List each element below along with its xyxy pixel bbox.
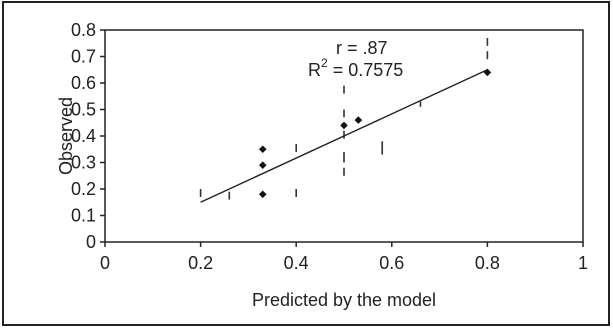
y-tick-label: 0.3 (71, 153, 96, 173)
r-annotation: r = .87 (336, 38, 388, 58)
x-tick-label: 0 (100, 253, 110, 273)
r2-value: = 0.7575 (328, 60, 404, 80)
x-axis-label: Predicted by the model (252, 290, 436, 310)
y-tick-label: 0.4 (71, 126, 96, 146)
axis-ticks: 0 0.1 0.2 0.3 0.4 0.5 0.6 0.7 0.8 0 0.2 0.4 0.6 0.8 1 (71, 20, 588, 273)
r2-exponent: 2 (321, 56, 328, 70)
r2-symbol: R (308, 60, 321, 80)
regression-line-group (200, 69, 488, 203)
error-bars (199, 37, 489, 200)
regression-line (200, 69, 488, 203)
data-point (354, 116, 363, 124)
x-tick-label: 0.6 (379, 253, 404, 273)
x-tick-label: 0.2 (188, 253, 213, 273)
data-point (258, 145, 267, 154)
y-tick-label: 0.8 (71, 20, 96, 40)
x-tick-label: 1 (578, 253, 588, 273)
data-point (258, 161, 267, 169)
y-tick-label: 0 (86, 232, 96, 252)
data-points (258, 68, 492, 199)
r2-annotation: R2 = 0.7575 (308, 56, 403, 80)
y-tick-label: 0.7 (71, 47, 96, 67)
data-point (340, 121, 348, 130)
y-tick-label: 0.5 (71, 100, 96, 120)
y-axis-label: Observed (56, 97, 76, 175)
x-tick-label: 0.8 (475, 253, 500, 273)
data-point (483, 68, 492, 77)
y-tick-label: 0.2 (71, 179, 96, 199)
y-tick-label: 0.6 (71, 73, 96, 93)
data-point (258, 190, 267, 199)
x-tick-label: 0.4 (284, 253, 309, 273)
y-tick-label: 0.1 (71, 206, 96, 226)
